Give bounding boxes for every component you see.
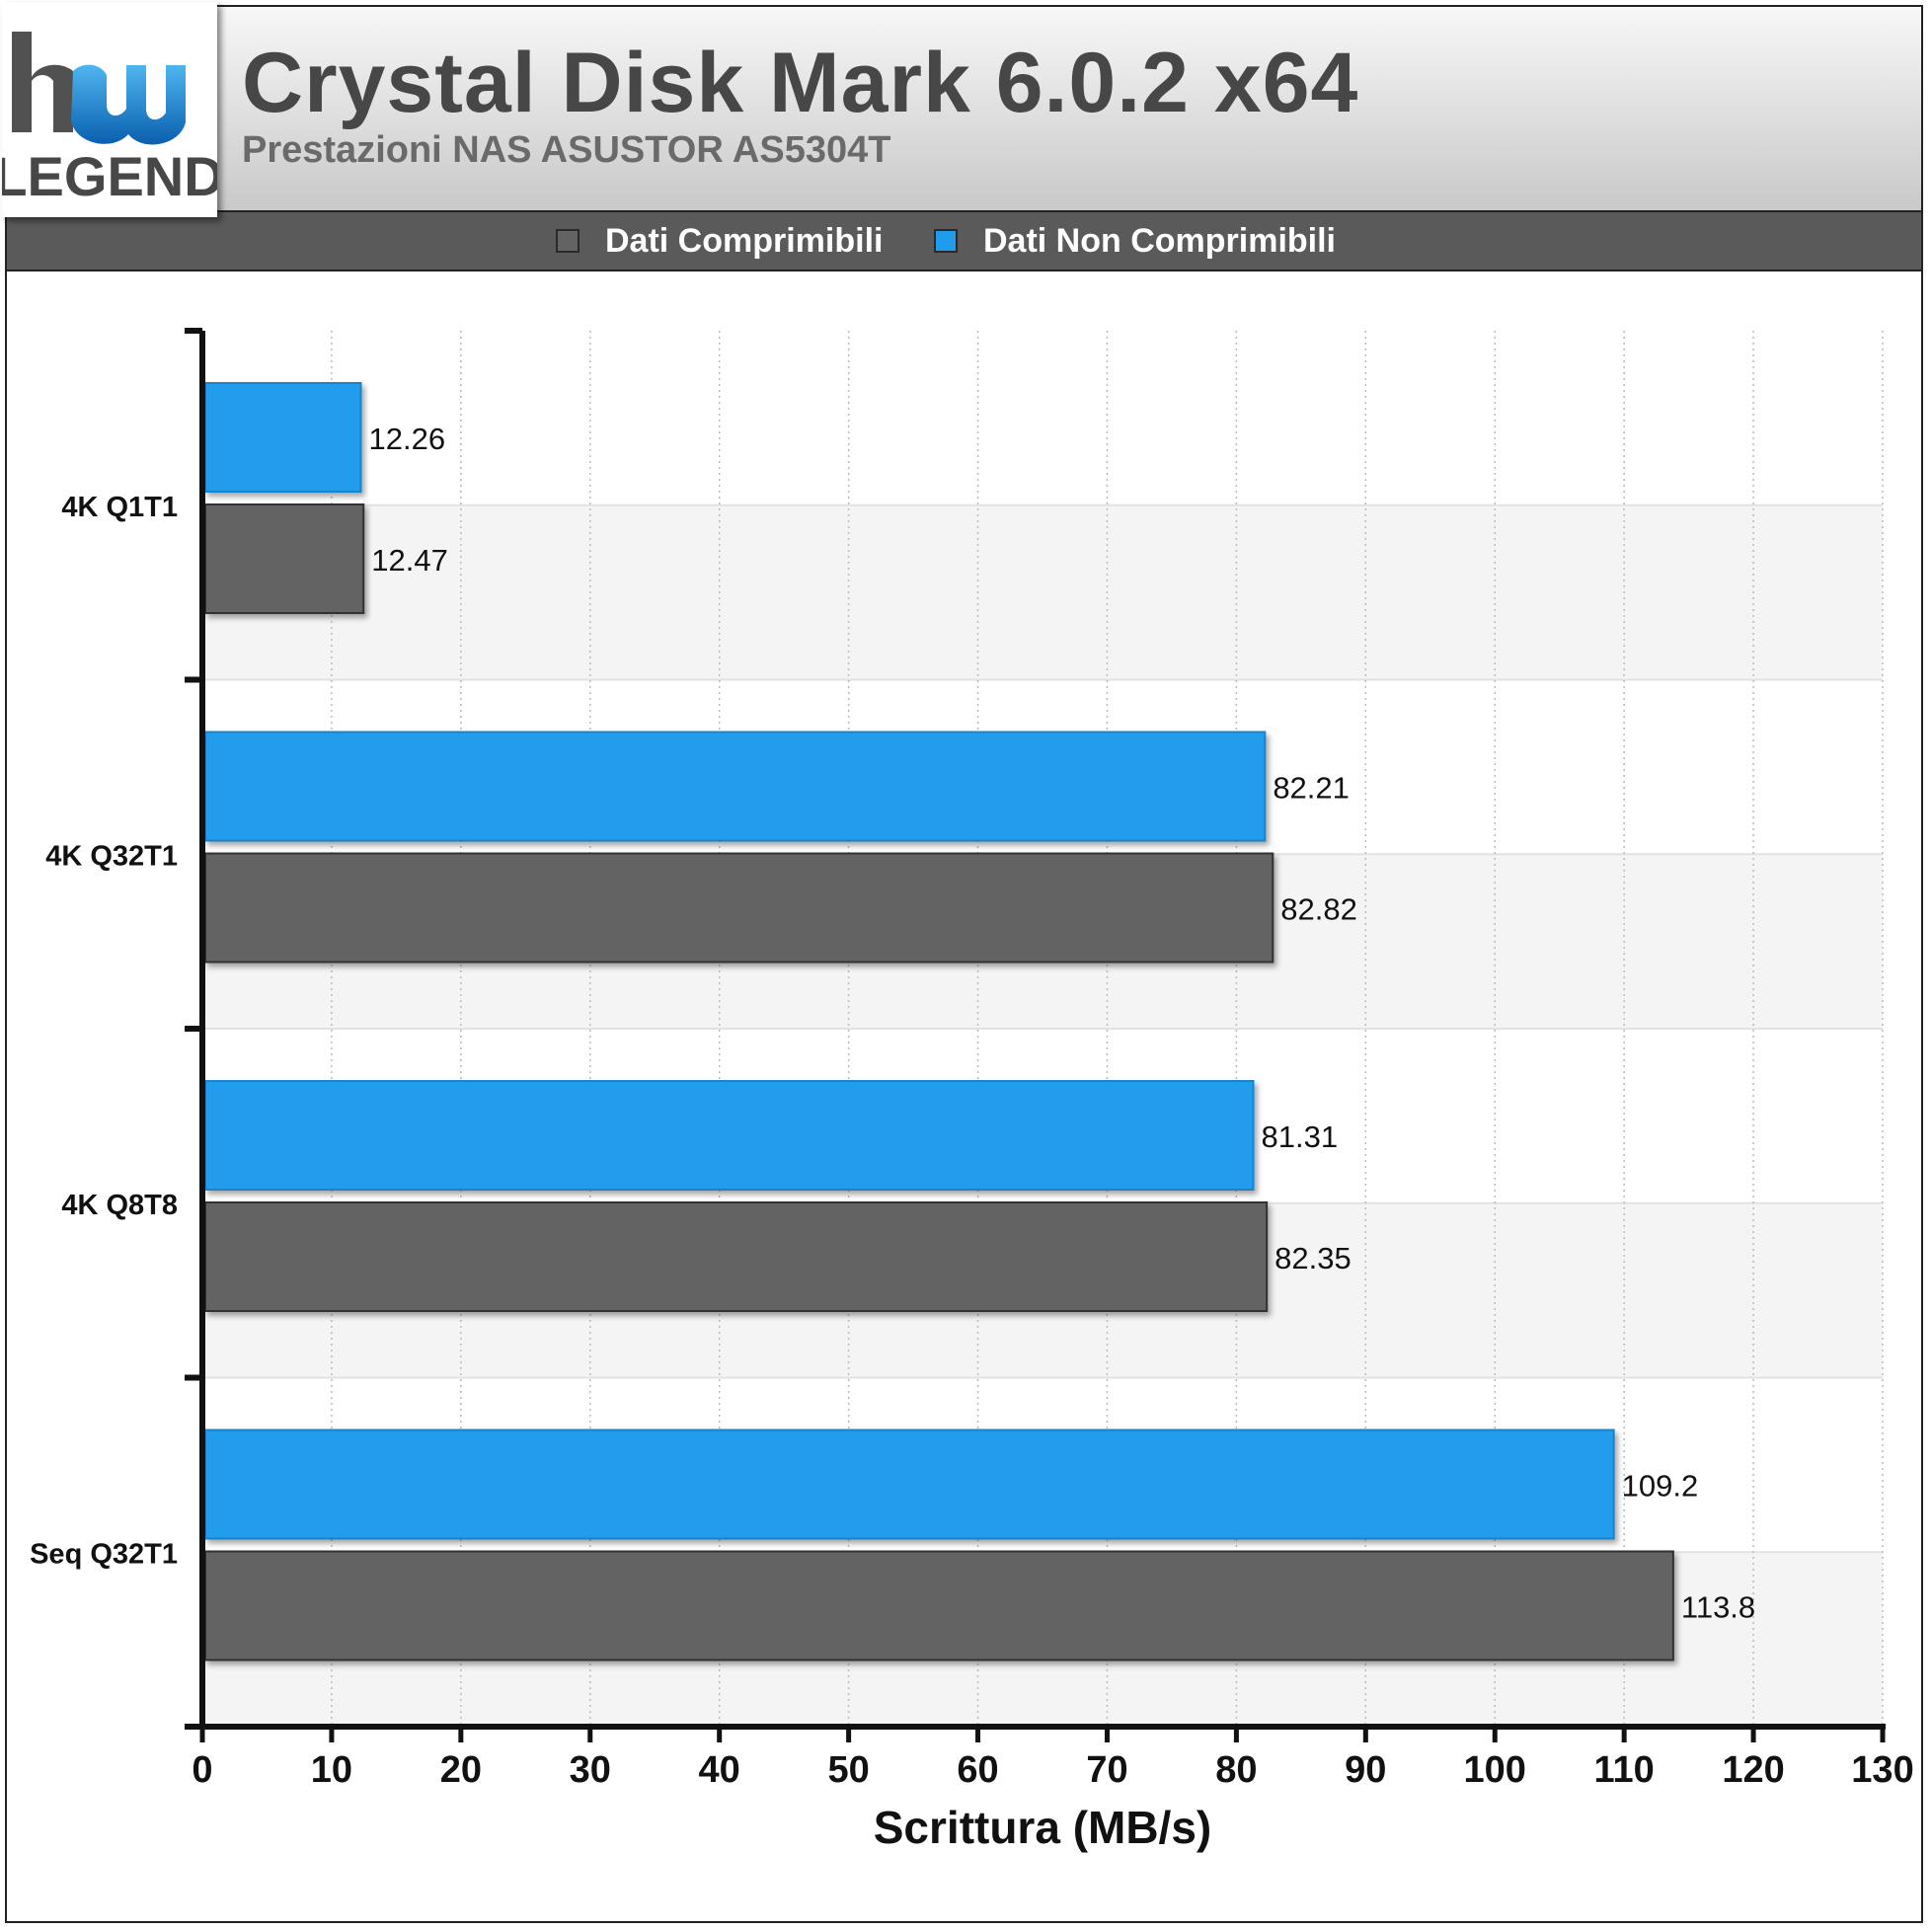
x-tick-label: 20 — [440, 1749, 482, 1791]
x-tick-label: 120 — [1722, 1749, 1784, 1791]
category-label: 4K Q1T1 — [61, 492, 178, 523]
x-tick-label: 90 — [1345, 1749, 1386, 1791]
hwlegend-logo: LEGEND — [0, 2, 224, 217]
legend: Dati Comprimibili Dati Non Comprimibili — [7, 210, 1921, 271]
bar-compressible — [204, 852, 1275, 964]
hwlegend-logo-icon: LEGEND — [0, 32, 224, 207]
x-tick-label: 110 — [1593, 1749, 1654, 1791]
data-label-non-compressible: 82.21 — [1273, 771, 1350, 806]
x-tick-label: 70 — [1086, 1749, 1127, 1791]
bar-non-compressible — [204, 731, 1267, 842]
bar-non-compressible — [204, 382, 362, 493]
bar-non-compressible — [204, 1429, 1615, 1540]
x-tick-label: 130 — [1851, 1749, 1913, 1791]
legend-item-non-compressible: Dati Non Comprimibili — [934, 212, 1336, 270]
chart-header: Crystal Disk Mark 6.0.2 x64 Prestazioni … — [7, 7, 1921, 210]
x-tick-label: 40 — [699, 1749, 740, 1791]
data-label-compressible: 12.47 — [371, 543, 448, 578]
legend-swatch-compressible — [556, 229, 580, 253]
bar-compressible — [204, 1550, 1674, 1661]
chart-title: Crystal Disk Mark 6.0.2 x64 — [242, 36, 1359, 130]
data-label-non-compressible: 81.31 — [1262, 1120, 1339, 1154]
x-tick-label: 0 — [192, 1749, 212, 1791]
data-label-compressible: 82.82 — [1280, 892, 1357, 927]
data-label-compressible: 82.35 — [1275, 1241, 1352, 1275]
legend-label-non-compressible: Dati Non Comprimibili — [983, 221, 1336, 260]
bar-compressible — [204, 1201, 1269, 1312]
data-label-non-compressible: 12.26 — [369, 422, 446, 456]
chart-subtitle: Prestazioni NAS ASUSTOR AS5304T — [242, 129, 891, 171]
category-band — [202, 504, 1883, 680]
category-label: 4K Q32T1 — [45, 840, 178, 872]
x-tick-label: 100 — [1464, 1749, 1526, 1791]
x-tick-label: 30 — [570, 1749, 611, 1791]
bar-non-compressible — [204, 1080, 1255, 1191]
category-label: Seq Q32T1 — [30, 1538, 178, 1570]
category-label: 4K Q8T8 — [61, 1190, 178, 1221]
x-axis-title: Scrittura (MB/s) — [874, 1802, 1211, 1853]
x-tick-label: 50 — [827, 1749, 869, 1791]
legend-label-compressible: Dati Comprimibili — [605, 221, 884, 260]
x-tick-label: 10 — [311, 1749, 352, 1791]
logo-legend-text: LEGEND — [2, 145, 217, 207]
x-tick-label: 60 — [957, 1749, 998, 1791]
legend-item-compressible: Dati Comprimibili — [556, 212, 883, 270]
data-label-compressible: 113.8 — [1681, 1590, 1755, 1625]
data-label-non-compressible: 109.2 — [1622, 1469, 1699, 1504]
bar-compressible — [204, 503, 365, 614]
legend-swatch-non-compressible — [934, 229, 958, 253]
x-tick-label: 80 — [1215, 1749, 1257, 1791]
